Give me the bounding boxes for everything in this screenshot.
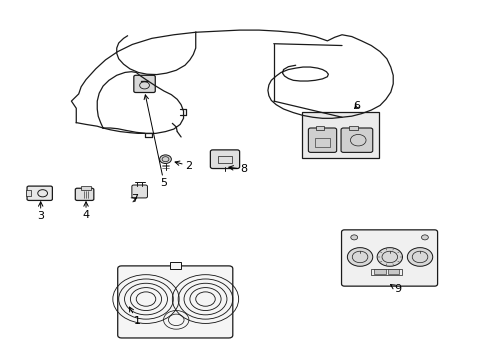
Text: 5: 5	[144, 95, 167, 188]
Bar	[348, 126, 357, 130]
Text: 9: 9	[390, 284, 401, 294]
FancyBboxPatch shape	[341, 230, 437, 286]
Bar	[373, 269, 385, 274]
Bar	[302, 112, 378, 158]
Bar	[81, 186, 91, 190]
Circle shape	[159, 155, 171, 163]
Bar	[370, 269, 401, 275]
Text: 1: 1	[129, 307, 141, 325]
Text: 8: 8	[228, 164, 246, 174]
Text: 6: 6	[352, 102, 360, 112]
Bar	[387, 269, 398, 274]
FancyBboxPatch shape	[118, 266, 232, 338]
FancyBboxPatch shape	[308, 128, 336, 152]
FancyBboxPatch shape	[340, 128, 372, 152]
Text: 3: 3	[37, 202, 44, 221]
Circle shape	[350, 235, 357, 240]
FancyBboxPatch shape	[210, 150, 239, 168]
Bar	[217, 156, 232, 163]
Text: 2: 2	[175, 161, 192, 171]
Text: 7: 7	[131, 194, 138, 204]
Circle shape	[407, 248, 432, 266]
Bar	[315, 126, 324, 130]
Circle shape	[346, 248, 372, 266]
Circle shape	[421, 235, 427, 240]
Bar	[26, 190, 31, 196]
Text: 4: 4	[82, 202, 89, 220]
Circle shape	[376, 248, 402, 266]
FancyBboxPatch shape	[27, 186, 52, 201]
FancyBboxPatch shape	[134, 75, 155, 93]
FancyBboxPatch shape	[75, 188, 94, 201]
FancyBboxPatch shape	[132, 185, 147, 198]
Bar	[169, 262, 180, 270]
Bar	[314, 138, 330, 147]
